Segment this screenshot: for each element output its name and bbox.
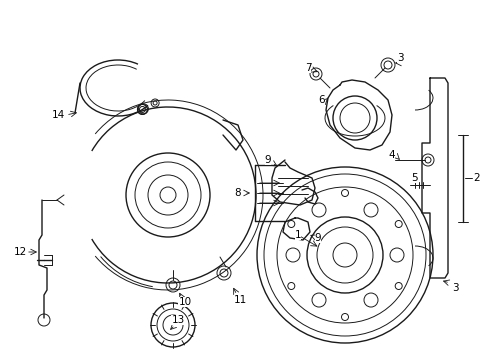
Text: 7: 7 [304, 63, 311, 73]
Text: 13: 13 [171, 315, 184, 325]
Text: 12: 12 [13, 247, 26, 257]
Text: 1: 1 [294, 230, 301, 240]
Text: 6: 6 [318, 95, 325, 105]
Text: 14: 14 [51, 110, 64, 120]
Text: 9: 9 [314, 233, 321, 243]
Text: 2: 2 [473, 173, 479, 183]
Text: 9: 9 [264, 155, 271, 165]
Text: 10: 10 [178, 297, 191, 307]
Text: 3: 3 [451, 283, 457, 293]
Text: 4: 4 [388, 150, 394, 160]
Text: 3: 3 [396, 53, 403, 63]
Text: 5: 5 [411, 173, 417, 183]
Text: 8: 8 [234, 188, 241, 198]
Text: 11: 11 [233, 295, 246, 305]
